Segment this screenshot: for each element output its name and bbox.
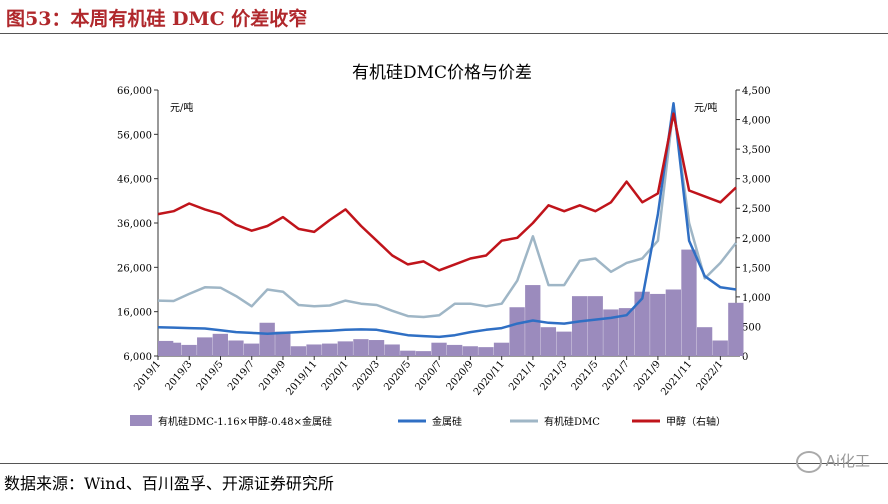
left-tick-label: 66,000 [117,86,152,97]
spread-bar [306,344,322,356]
spread-bar [712,340,728,356]
spread-bar [540,327,557,356]
spread-bar [509,307,525,356]
spread-bar [493,342,510,356]
x-tick-label: 2019/9 [257,359,288,393]
left-tick-label: 56,000 [117,130,152,141]
x-tick-label: 2020/9 [445,359,476,393]
spread-bar [353,339,369,356]
x-tick-label: 2019/3 [163,359,194,393]
x-tick-label: 2020/11 [472,359,507,398]
spread-bar [650,293,666,356]
spread-bar [384,344,400,356]
spread-bar [197,337,213,356]
x-tick-label: 2021/9 [632,359,663,393]
spread-bar [243,343,260,356]
x-tick-label: 2021/3 [538,359,569,393]
x-tick-label: 2020/7 [413,359,444,393]
x-tick-label: 2019/7 [226,359,257,393]
top-rule [0,33,888,34]
spread-bar [618,308,635,356]
source-note: 数据来源：Wind、百川盈孚、开源证券研究所 [4,474,334,493]
spread-bar [665,289,682,356]
plot-area: 6,000 16,000 26,000 36,000 46,000 56,000 66,00… [117,86,771,398]
x-tick-label: 2021/7 [601,359,632,393]
spread-bar [462,346,478,356]
series-line-2 [157,106,737,319]
left-axis-unit: 元/吨 [170,101,193,114]
spread-bar [587,296,603,356]
spread-bar [447,344,463,356]
legend: 有机硅DMC-1.16×甲醇-0.48×金属硅 金属硅 有机硅DMC 甲醇（右轴） [130,415,726,428]
spread-bar [431,342,447,356]
spread-bar [400,350,416,356]
spread-bar [634,291,650,356]
x-tick-label: 2019/1 [132,359,163,393]
right-tick-label: 0 [742,352,748,363]
spread-bar [681,249,697,356]
legend-swatch [130,415,152,426]
legend-label: 甲醇（右轴） [666,415,726,428]
left-tick-label: 36,000 [117,219,152,230]
chart: 有机硅DMC价格与价差 元/吨 元/吨 6,000 16,000 26,000 36,… [117,63,771,428]
x-tick-label: 2019/5 [195,359,226,393]
spread-bar [181,344,197,356]
chart-title: 有机硅DMC价格与价差 [352,63,532,83]
wechat-icon [795,450,822,473]
spread-bar [337,341,353,356]
x-tick-label: 2021/5 [570,359,601,393]
watermark: Ai化工 [795,450,870,473]
spread-bar [275,331,291,356]
right-tick-label: 500 [742,322,761,333]
left-tick-label: 16,000 [117,308,152,319]
right-tick-label: 4,500 [742,86,771,97]
right-tick-label: 1,500 [742,263,771,274]
x-tick-label: 2020/1 [320,359,351,393]
bottom-rule [0,463,888,464]
right-tick-label: 3,000 [742,175,771,186]
x-tick-label: 2020/3 [351,359,382,393]
spread-bar [368,340,385,356]
right-tick-label: 3,500 [742,145,771,156]
x-tick-label: 2022/1 [695,359,726,393]
spread-bar [696,327,713,356]
spread-bar [556,331,572,356]
legend-label: 金属硅 [432,415,462,428]
right-tick-label: 4,000 [742,116,771,127]
series-line-3 [157,112,737,272]
right-tick-label: 2,000 [742,234,771,245]
watermark-label: Ai化工 [825,452,870,470]
spread-bar [228,340,244,356]
right-tick-label: 2,500 [742,204,771,215]
left-tick-label: 6,000 [123,352,152,363]
figure-title: 图53：本周有机硅 DMC 价差收窄 [6,8,308,30]
spread-bar [290,346,307,356]
right-axis-unit: 元/吨 [694,101,717,114]
spread-bar [728,302,744,356]
x-tick-label: 2019/11 [284,359,319,398]
spread-bar [212,333,228,356]
series-line-1 [157,102,737,339]
legend-label: 有机硅DMC-1.16×甲醇-0.48×金属硅 [158,415,332,428]
left-tick-label: 26,000 [117,263,152,274]
x-tick-label: 2021/1 [507,359,538,393]
spread-bar [322,343,338,356]
left-tick-label: 46,000 [117,175,152,186]
spread-bar [603,309,619,356]
right-tick-label: 1,000 [742,293,771,304]
x-tick-label: 2021/11 [659,359,694,398]
spread-bar [478,347,494,356]
spread-bar [259,322,275,356]
spread-bar [571,296,588,356]
spread-bar [415,351,432,356]
spread-bar [165,342,182,356]
legend-label: 有机硅DMC [544,415,600,428]
x-tick-label: 2020/5 [382,359,413,393]
